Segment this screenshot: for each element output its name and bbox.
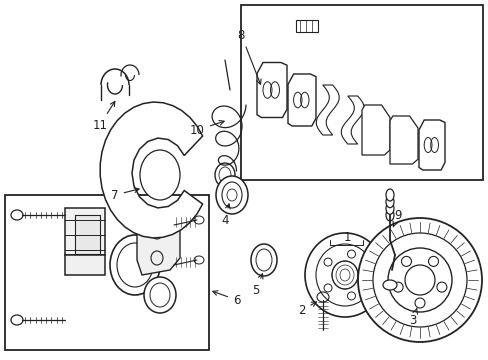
Polygon shape — [316, 85, 339, 135]
Ellipse shape — [401, 256, 410, 266]
Polygon shape — [341, 96, 364, 144]
Text: 7: 7 — [111, 188, 139, 202]
Ellipse shape — [117, 243, 153, 287]
Ellipse shape — [382, 280, 396, 290]
Polygon shape — [75, 215, 100, 254]
Ellipse shape — [324, 258, 331, 266]
Ellipse shape — [150, 283, 170, 307]
Ellipse shape — [361, 271, 369, 279]
Ellipse shape — [372, 233, 466, 327]
Text: 2: 2 — [298, 302, 316, 316]
Text: 11: 11 — [92, 102, 115, 131]
Ellipse shape — [387, 248, 451, 312]
Polygon shape — [389, 116, 417, 164]
Text: 10: 10 — [190, 121, 224, 136]
Text: 8: 8 — [237, 28, 261, 84]
Text: 6: 6 — [212, 291, 240, 306]
Ellipse shape — [347, 250, 355, 258]
Text: 1: 1 — [343, 230, 350, 243]
Polygon shape — [361, 105, 389, 155]
Polygon shape — [295, 20, 317, 32]
Ellipse shape — [385, 189, 393, 201]
Text: 4: 4 — [221, 204, 230, 226]
Text: 9: 9 — [392, 208, 401, 227]
Ellipse shape — [215, 163, 235, 187]
Ellipse shape — [347, 292, 355, 300]
Ellipse shape — [315, 244, 373, 306]
Ellipse shape — [194, 216, 203, 224]
Ellipse shape — [385, 196, 393, 208]
Polygon shape — [100, 102, 202, 238]
Ellipse shape — [436, 282, 446, 292]
Bar — [5, 195, 208, 350]
Ellipse shape — [385, 209, 393, 221]
Ellipse shape — [404, 265, 434, 295]
Ellipse shape — [414, 298, 424, 308]
Bar — [241, 5, 482, 180]
Ellipse shape — [305, 233, 384, 317]
Polygon shape — [418, 120, 444, 170]
Polygon shape — [65, 208, 105, 255]
Ellipse shape — [11, 210, 23, 220]
Ellipse shape — [194, 256, 203, 264]
Ellipse shape — [385, 202, 393, 214]
Polygon shape — [257, 63, 286, 117]
Ellipse shape — [140, 150, 180, 200]
Polygon shape — [137, 212, 180, 275]
Ellipse shape — [11, 315, 23, 325]
Ellipse shape — [222, 182, 242, 208]
Ellipse shape — [427, 256, 438, 266]
Polygon shape — [65, 255, 105, 275]
Polygon shape — [287, 74, 315, 126]
Ellipse shape — [143, 277, 176, 313]
Ellipse shape — [250, 244, 276, 276]
Ellipse shape — [110, 235, 160, 295]
Text: 3: 3 — [408, 308, 417, 327]
Ellipse shape — [357, 218, 481, 342]
Text: 5: 5 — [252, 274, 263, 297]
Ellipse shape — [216, 176, 247, 214]
Ellipse shape — [324, 284, 331, 292]
Ellipse shape — [331, 261, 357, 289]
Ellipse shape — [392, 282, 402, 292]
